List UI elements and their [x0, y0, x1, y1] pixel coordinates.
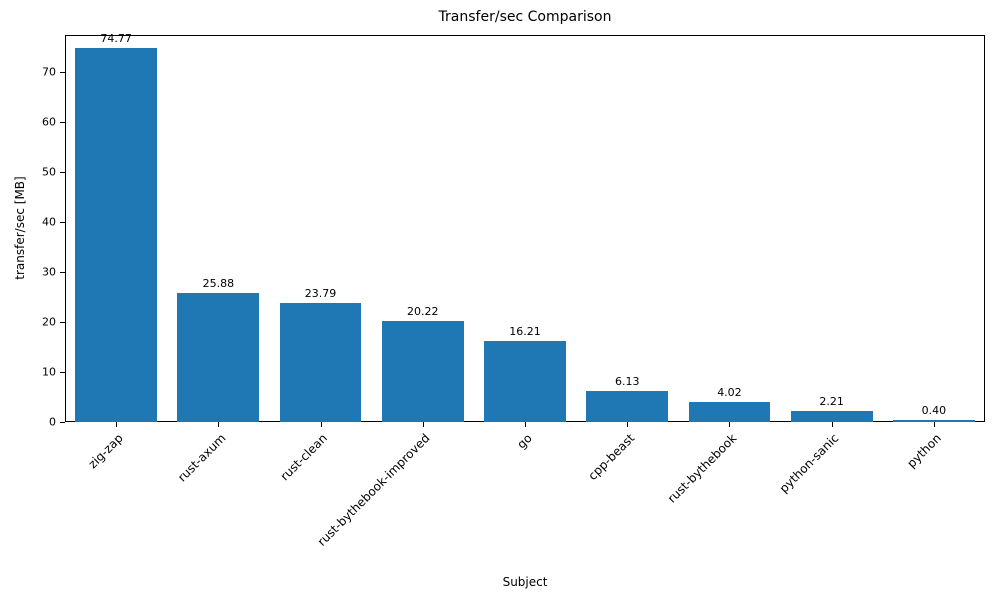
y-tick-label: 10	[42, 365, 56, 379]
x-axis-label: Subject	[502, 575, 548, 589]
x-tick-mark	[933, 422, 935, 427]
x-tick-label-text: zig-zap	[85, 431, 127, 472]
x-tick-label-text: cpp-beast	[585, 431, 638, 483]
y-tick-mark	[60, 221, 65, 223]
y-axis-label: transfer/sec [MB]	[13, 176, 27, 280]
bar-value-label: 16.21	[509, 324, 541, 338]
bar	[279, 303, 362, 422]
x-tick-mark	[627, 422, 629, 427]
y-tick-label: 60	[42, 115, 56, 129]
x-tick-mark	[218, 422, 220, 427]
x-tick-label-text: rust-bythebook-improved	[314, 431, 433, 549]
bar	[381, 320, 464, 422]
bar	[177, 292, 260, 422]
x-tick-mark	[729, 422, 731, 427]
y-tick-mark	[60, 421, 65, 423]
x-tick-label-text: rust-axum	[174, 431, 229, 485]
y-tick-label: 50	[42, 165, 56, 179]
x-tick-mark	[525, 422, 526, 427]
y-tick-mark	[60, 71, 65, 73]
y-tick-label: 70	[42, 65, 56, 79]
bar	[893, 420, 975, 422]
bar-value-label: 6.13	[614, 375, 640, 389]
chart-title: Transfer/sec Comparison	[438, 9, 612, 25]
y-tick-mark	[60, 371, 65, 373]
y-tick-label: 20	[42, 315, 56, 329]
y-tick-label: 30	[42, 265, 56, 279]
bar-value-label: 74.77	[100, 32, 132, 46]
x-tick-label-text: python-sanic	[776, 431, 842, 496]
x-tick-mark	[116, 422, 118, 427]
x-tick-mark	[831, 422, 833, 427]
bar-value-label: 20.22	[407, 304, 439, 318]
bar-value-label: 4.02	[717, 385, 742, 399]
x-tick-mark	[422, 422, 424, 427]
y-tick-mark	[60, 121, 65, 123]
bar	[586, 391, 669, 422]
bar	[790, 410, 873, 422]
bar	[75, 48, 157, 422]
bar-value-label: 2.21	[819, 394, 844, 408]
x-tick-label-text: rust-bythebook	[664, 431, 740, 506]
y-tick-mark	[60, 321, 65, 323]
x-tick-mark	[320, 422, 322, 427]
y-tick-mark	[60, 271, 65, 273]
bar	[484, 340, 566, 422]
y-tick-mark	[60, 171, 65, 173]
x-tick-label-text: python	[904, 431, 944, 471]
x-tick-label-text: go	[514, 431, 535, 452]
bar-value-label: 23.79	[304, 287, 337, 301]
y-tick-label: 0	[49, 415, 56, 429]
y-tick-label: 40	[42, 215, 56, 229]
bar	[688, 401, 771, 422]
bar-value-label: 25.88	[202, 276, 235, 290]
bar-value-label: 0.40	[921, 404, 947, 417]
x-tick-label-text: rust-clean	[278, 431, 331, 484]
